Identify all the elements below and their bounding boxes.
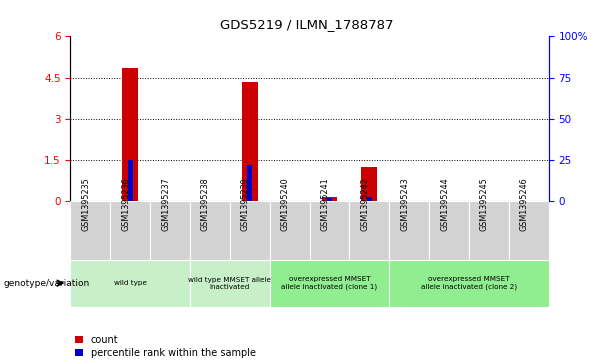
- Bar: [150, 201, 190, 260]
- Text: GSM1395243: GSM1395243: [400, 178, 409, 231]
- Bar: [190, 201, 230, 260]
- Bar: [230, 201, 270, 260]
- Bar: [242, 82, 258, 201]
- Bar: [429, 201, 469, 260]
- Text: GSM1395237: GSM1395237: [161, 178, 170, 231]
- Text: GSM1395236: GSM1395236: [121, 178, 130, 231]
- Legend: count, percentile rank within the sample: count, percentile rank within the sample: [75, 335, 256, 358]
- Text: GDS5219 / ILMN_1788787: GDS5219 / ILMN_1788787: [219, 18, 394, 31]
- Text: GSM1395242: GSM1395242: [360, 178, 369, 231]
- Bar: [349, 201, 389, 260]
- Text: GSM1395240: GSM1395240: [281, 178, 289, 231]
- Text: GSM1395244: GSM1395244: [440, 178, 449, 231]
- Text: GSM1395238: GSM1395238: [201, 178, 210, 231]
- Text: GSM1395245: GSM1395245: [480, 178, 489, 231]
- Bar: [389, 260, 549, 307]
- Bar: [362, 167, 377, 201]
- Bar: [327, 198, 332, 201]
- Bar: [190, 260, 270, 307]
- Bar: [469, 201, 509, 260]
- Text: GSM1395239: GSM1395239: [241, 178, 250, 231]
- Text: GSM1395235: GSM1395235: [82, 178, 91, 231]
- Bar: [509, 201, 549, 260]
- Text: GSM1395246: GSM1395246: [520, 178, 528, 231]
- Bar: [367, 196, 371, 201]
- Bar: [270, 260, 389, 307]
- Bar: [322, 197, 337, 201]
- Text: genotype/variation: genotype/variation: [3, 279, 89, 287]
- Bar: [310, 201, 349, 260]
- Bar: [70, 201, 110, 260]
- Bar: [110, 201, 150, 260]
- Text: wild type MMSET allele
inactivated: wild type MMSET allele inactivated: [188, 277, 272, 290]
- Text: wild type: wild type: [114, 280, 147, 286]
- Text: overexpressed MMSET
allele inactivated (clone 1): overexpressed MMSET allele inactivated (…: [281, 276, 378, 290]
- Bar: [248, 165, 252, 201]
- Bar: [270, 201, 310, 260]
- Text: GSM1395241: GSM1395241: [321, 178, 330, 231]
- Bar: [123, 68, 139, 201]
- Bar: [70, 260, 190, 307]
- Bar: [128, 160, 132, 201]
- Bar: [389, 201, 429, 260]
- Text: overexpressed MMSET
allele inactivated (clone 2): overexpressed MMSET allele inactivated (…: [421, 276, 517, 290]
